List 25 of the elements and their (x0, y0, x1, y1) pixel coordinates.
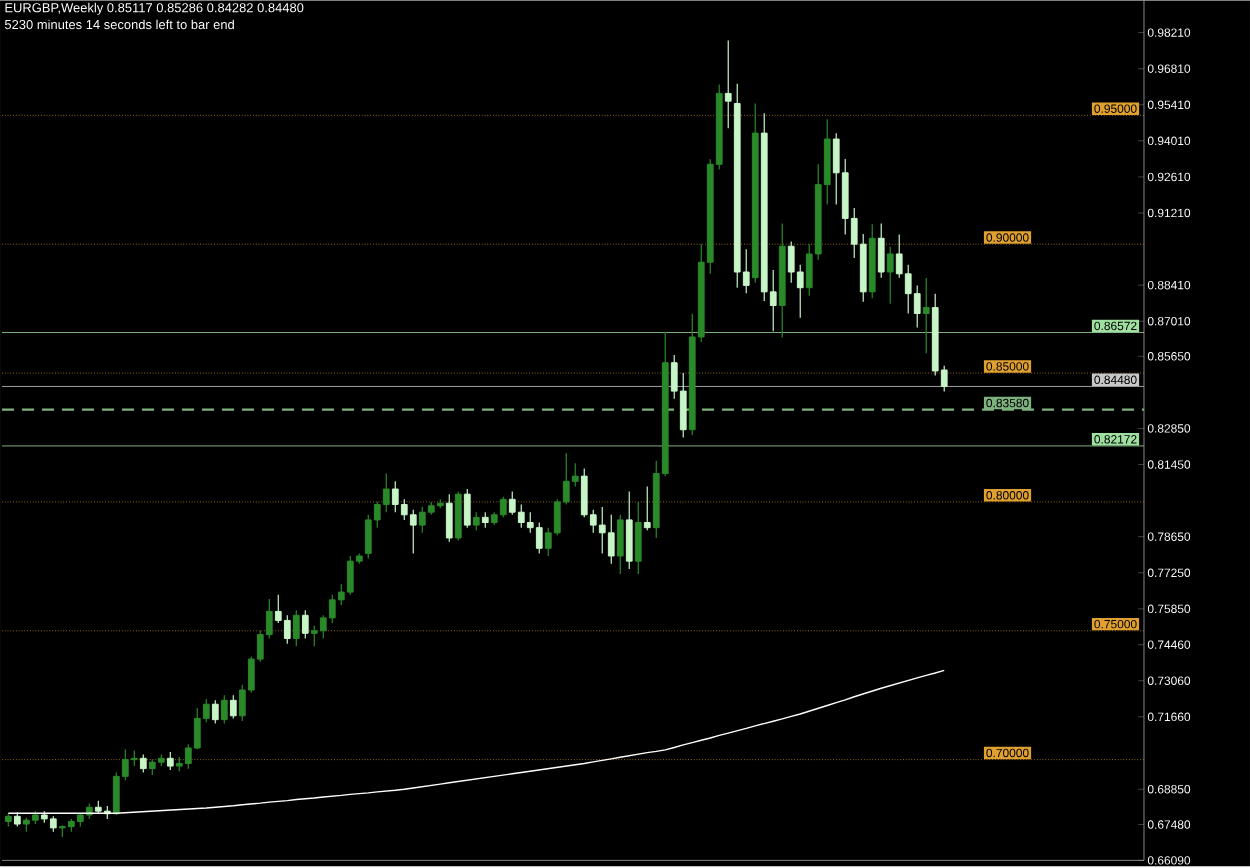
candlestick (643, 486, 651, 532)
candlestick (499, 496, 507, 519)
candlestick (535, 522, 543, 555)
candlestick (472, 511, 480, 532)
candlestick (139, 754, 147, 774)
candlestick (922, 277, 930, 354)
candlestick (454, 491, 462, 542)
candlestick (625, 491, 633, 570)
candlestick (445, 493, 453, 543)
candlestick (283, 614, 291, 645)
candlestick (301, 609, 309, 640)
candlestick (166, 751, 174, 771)
candlestick (634, 501, 642, 575)
candlestick (229, 694, 237, 720)
candlestick (292, 609, 300, 647)
candlestick (463, 488, 471, 529)
candlestick (220, 694, 228, 725)
candlestick (886, 246, 894, 305)
candlestick (382, 473, 390, 513)
candlestick (409, 509, 417, 555)
candlestick (211, 699, 219, 725)
candlestick (877, 223, 885, 279)
candlestick (724, 40, 732, 129)
candlestick (616, 514, 624, 575)
candlestick (607, 514, 615, 565)
